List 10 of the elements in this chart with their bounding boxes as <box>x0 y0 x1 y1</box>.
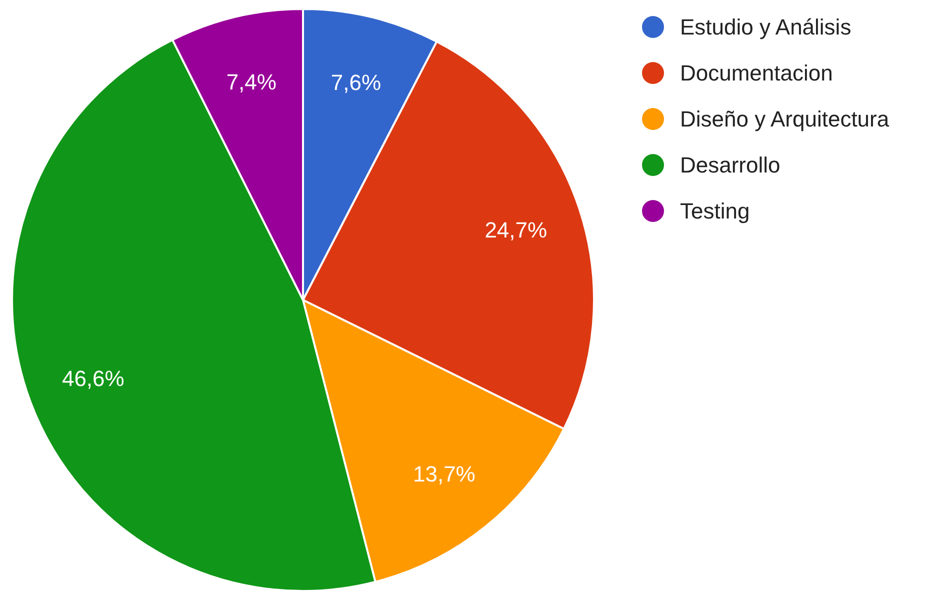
legend-label: Desarrollo <box>680 152 780 178</box>
data-label: 13,7% <box>413 461 476 486</box>
data-label: 7,6% <box>330 70 382 95</box>
data-label: 46,6% <box>62 366 124 392</box>
legend-label: Testing <box>680 198 750 224</box>
data-label: 7,4% <box>226 69 276 94</box>
data-label: 24,7% <box>484 218 548 243</box>
legend-label: Diseño y Arquitectura <box>680 106 890 132</box>
legend-label: Estudio y Análisis <box>680 14 852 40</box>
legend-label: Documentacion <box>680 60 833 86</box>
